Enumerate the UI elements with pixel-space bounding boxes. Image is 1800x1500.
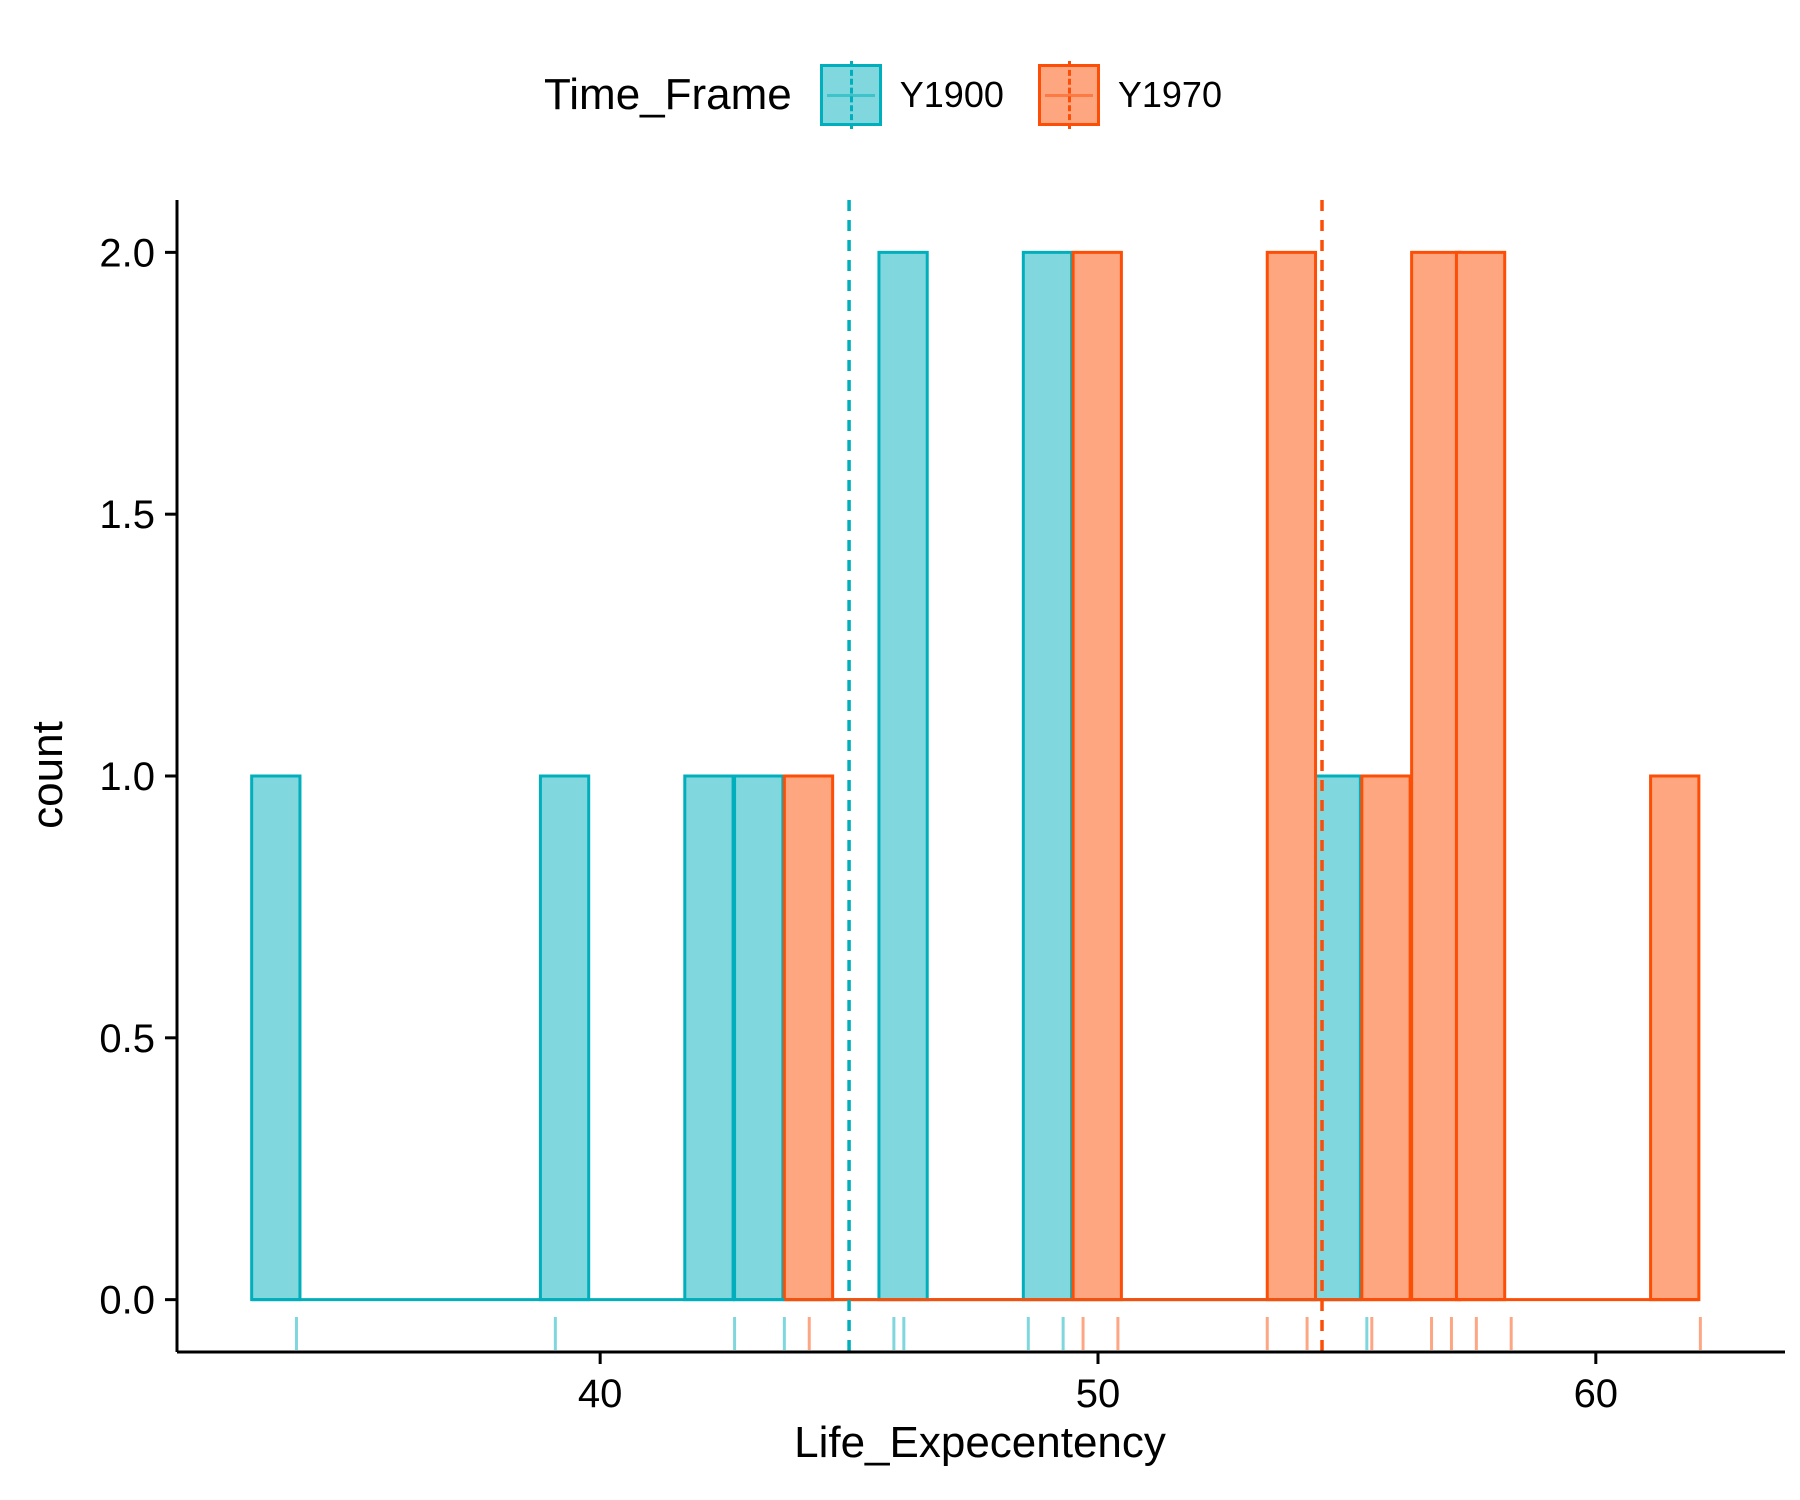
y-tick-label-2: 1.0 (99, 755, 155, 799)
bar-y1970-1 (1071, 250, 1123, 1302)
x-axis-title: Life_Expecentency (794, 1418, 1166, 1467)
x-tick-label-1: 50 (1076, 1372, 1121, 1416)
y-tick-label-0: 0.0 (99, 1279, 155, 1323)
legend-key-y1900 (819, 61, 882, 129)
x-tick-label-0: 40 (578, 1372, 623, 1416)
legend-item-y1970[interactable]: Y1970 (1037, 61, 1222, 129)
bar-y1900-0 (250, 774, 302, 1302)
axes-layer: 0.0 0.5 1.0 1.5 2.0 40 50 60 (99, 200, 1785, 1416)
bars-layer (250, 250, 1701, 1302)
bar-y1900-5 (1021, 250, 1074, 1302)
bar-y1970-2 (1265, 250, 1318, 1302)
legend-item-y1900[interactable]: Y1900 (819, 61, 1004, 129)
rug-layer (294, 1317, 1702, 1350)
y-axis-title: count (23, 721, 72, 829)
bar-y1970-3 (1360, 774, 1412, 1302)
bar-y1970-0 (782, 774, 835, 1302)
legend-title: Time_Frame (544, 70, 792, 119)
y-tick-label-4: 2.0 (99, 231, 155, 275)
mean-lines-layer (847, 200, 1324, 1352)
bar-y1900-6 (1310, 774, 1362, 1302)
bar-y1900-1 (538, 774, 591, 1302)
legend-key-y1970 (1037, 61, 1100, 129)
bar-y1970-4 (1410, 250, 1462, 1302)
bar-y1900-4 (877, 250, 929, 1302)
y-tick-label-1: 0.5 (99, 1017, 155, 1061)
bar-y1970-5 (1454, 250, 1507, 1302)
bar-y1900-3 (733, 774, 785, 1302)
legend-label-y1970: Y1970 (1117, 74, 1222, 115)
x-tick-label-2: 60 (1574, 1372, 1619, 1416)
legend: Time_Frame Y1900 Y1970 (0, 50, 1800, 140)
legend-label-y1900: Y1900 (899, 74, 1004, 115)
bar-y1970-6 (1649, 774, 1701, 1302)
bar-y1900-2 (683, 774, 735, 1302)
y-tick-label-3: 1.5 (99, 493, 155, 537)
